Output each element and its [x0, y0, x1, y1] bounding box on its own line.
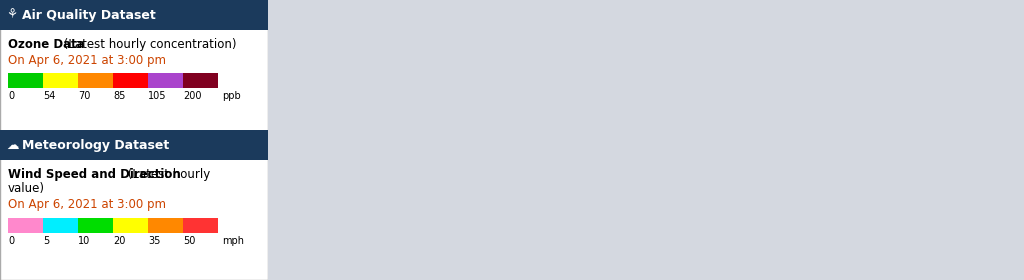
Text: 20: 20 — [113, 236, 125, 246]
Text: Meteorology Dataset: Meteorology Dataset — [22, 139, 169, 151]
Bar — [113, 73, 148, 88]
Text: 85: 85 — [113, 91, 125, 101]
Text: 0: 0 — [8, 91, 14, 101]
Text: 5: 5 — [43, 236, 49, 246]
Text: ppb: ppb — [222, 91, 241, 101]
Text: mph: mph — [222, 236, 244, 246]
Bar — [0, 0, 268, 30]
Text: (Latest hourly concentration): (Latest hourly concentration) — [60, 38, 237, 51]
Text: ⚘: ⚘ — [6, 8, 17, 22]
Text: Air Quality Dataset: Air Quality Dataset — [22, 8, 156, 22]
Text: 105: 105 — [148, 91, 167, 101]
Text: 35: 35 — [148, 236, 161, 246]
Text: 50: 50 — [183, 236, 196, 246]
Text: Ozone Data: Ozone Data — [8, 38, 85, 51]
Text: Wind Speed and Direction: Wind Speed and Direction — [8, 168, 181, 181]
Text: 10: 10 — [78, 236, 90, 246]
Bar — [148, 73, 183, 88]
Bar — [8, 218, 43, 233]
Text: 70: 70 — [78, 91, 90, 101]
Text: ☁: ☁ — [6, 139, 18, 151]
Text: (Latest hourly: (Latest hourly — [124, 168, 210, 181]
Bar — [183, 73, 218, 88]
Bar — [148, 218, 183, 233]
Text: 200: 200 — [183, 91, 202, 101]
Bar — [8, 73, 43, 88]
Bar — [78, 73, 113, 88]
Text: 54: 54 — [43, 91, 55, 101]
Text: On Apr 6, 2021 at 3:00 pm: On Apr 6, 2021 at 3:00 pm — [8, 198, 166, 211]
Text: On Apr 6, 2021 at 3:00 pm: On Apr 6, 2021 at 3:00 pm — [8, 54, 166, 67]
Text: value): value) — [8, 182, 45, 195]
Text: 0: 0 — [8, 236, 14, 246]
Bar — [113, 218, 148, 233]
Bar — [0, 130, 268, 160]
Bar — [78, 218, 113, 233]
Bar — [43, 218, 78, 233]
Bar — [43, 73, 78, 88]
Bar — [183, 218, 218, 233]
